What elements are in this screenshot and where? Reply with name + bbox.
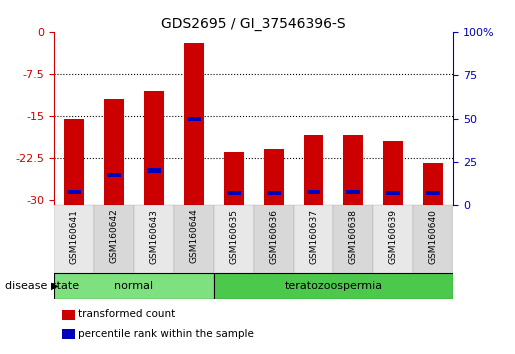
Bar xyxy=(334,205,373,273)
Bar xyxy=(187,117,201,121)
Bar xyxy=(64,119,84,205)
Bar xyxy=(267,191,281,195)
Bar xyxy=(347,190,360,194)
Text: transformed count: transformed count xyxy=(78,309,176,319)
Bar xyxy=(303,135,323,205)
Bar xyxy=(144,91,164,205)
Bar xyxy=(107,173,121,177)
Text: percentile rank within the sample: percentile rank within the sample xyxy=(78,329,254,339)
Bar xyxy=(54,205,94,273)
Text: GSM160644: GSM160644 xyxy=(190,209,198,263)
Text: ▶: ▶ xyxy=(50,281,58,291)
Bar xyxy=(147,169,161,173)
Text: GSM160643: GSM160643 xyxy=(149,209,158,264)
Text: teratozoospermia: teratozoospermia xyxy=(284,281,383,291)
Text: disease state: disease state xyxy=(5,281,79,291)
Bar xyxy=(227,191,241,195)
Text: GSM160638: GSM160638 xyxy=(349,209,358,264)
Bar xyxy=(224,152,244,205)
Bar xyxy=(373,205,413,273)
Text: GSM160639: GSM160639 xyxy=(389,209,398,264)
Bar xyxy=(67,190,81,194)
Title: GDS2695 / GI_37546396-S: GDS2695 / GI_37546396-S xyxy=(161,17,346,31)
Text: GSM160641: GSM160641 xyxy=(70,209,78,264)
Bar xyxy=(344,135,364,205)
Bar xyxy=(413,205,453,273)
Bar xyxy=(306,190,320,194)
Text: GSM160640: GSM160640 xyxy=(429,209,438,264)
Bar xyxy=(104,99,124,205)
Bar xyxy=(383,141,403,205)
Text: GSM160642: GSM160642 xyxy=(110,209,118,263)
Text: GSM160637: GSM160637 xyxy=(309,209,318,264)
Bar xyxy=(253,205,294,273)
Bar xyxy=(423,163,443,205)
Text: GSM160636: GSM160636 xyxy=(269,209,278,264)
Bar xyxy=(264,149,284,205)
Bar xyxy=(214,205,253,273)
Bar xyxy=(54,273,214,299)
Bar xyxy=(426,191,440,195)
Text: normal: normal xyxy=(114,281,153,291)
Bar xyxy=(184,43,204,205)
Bar xyxy=(294,205,334,273)
Bar xyxy=(174,205,214,273)
Bar xyxy=(134,205,174,273)
Bar xyxy=(214,273,453,299)
Bar xyxy=(94,205,134,273)
Bar xyxy=(386,191,400,195)
Text: GSM160635: GSM160635 xyxy=(229,209,238,264)
